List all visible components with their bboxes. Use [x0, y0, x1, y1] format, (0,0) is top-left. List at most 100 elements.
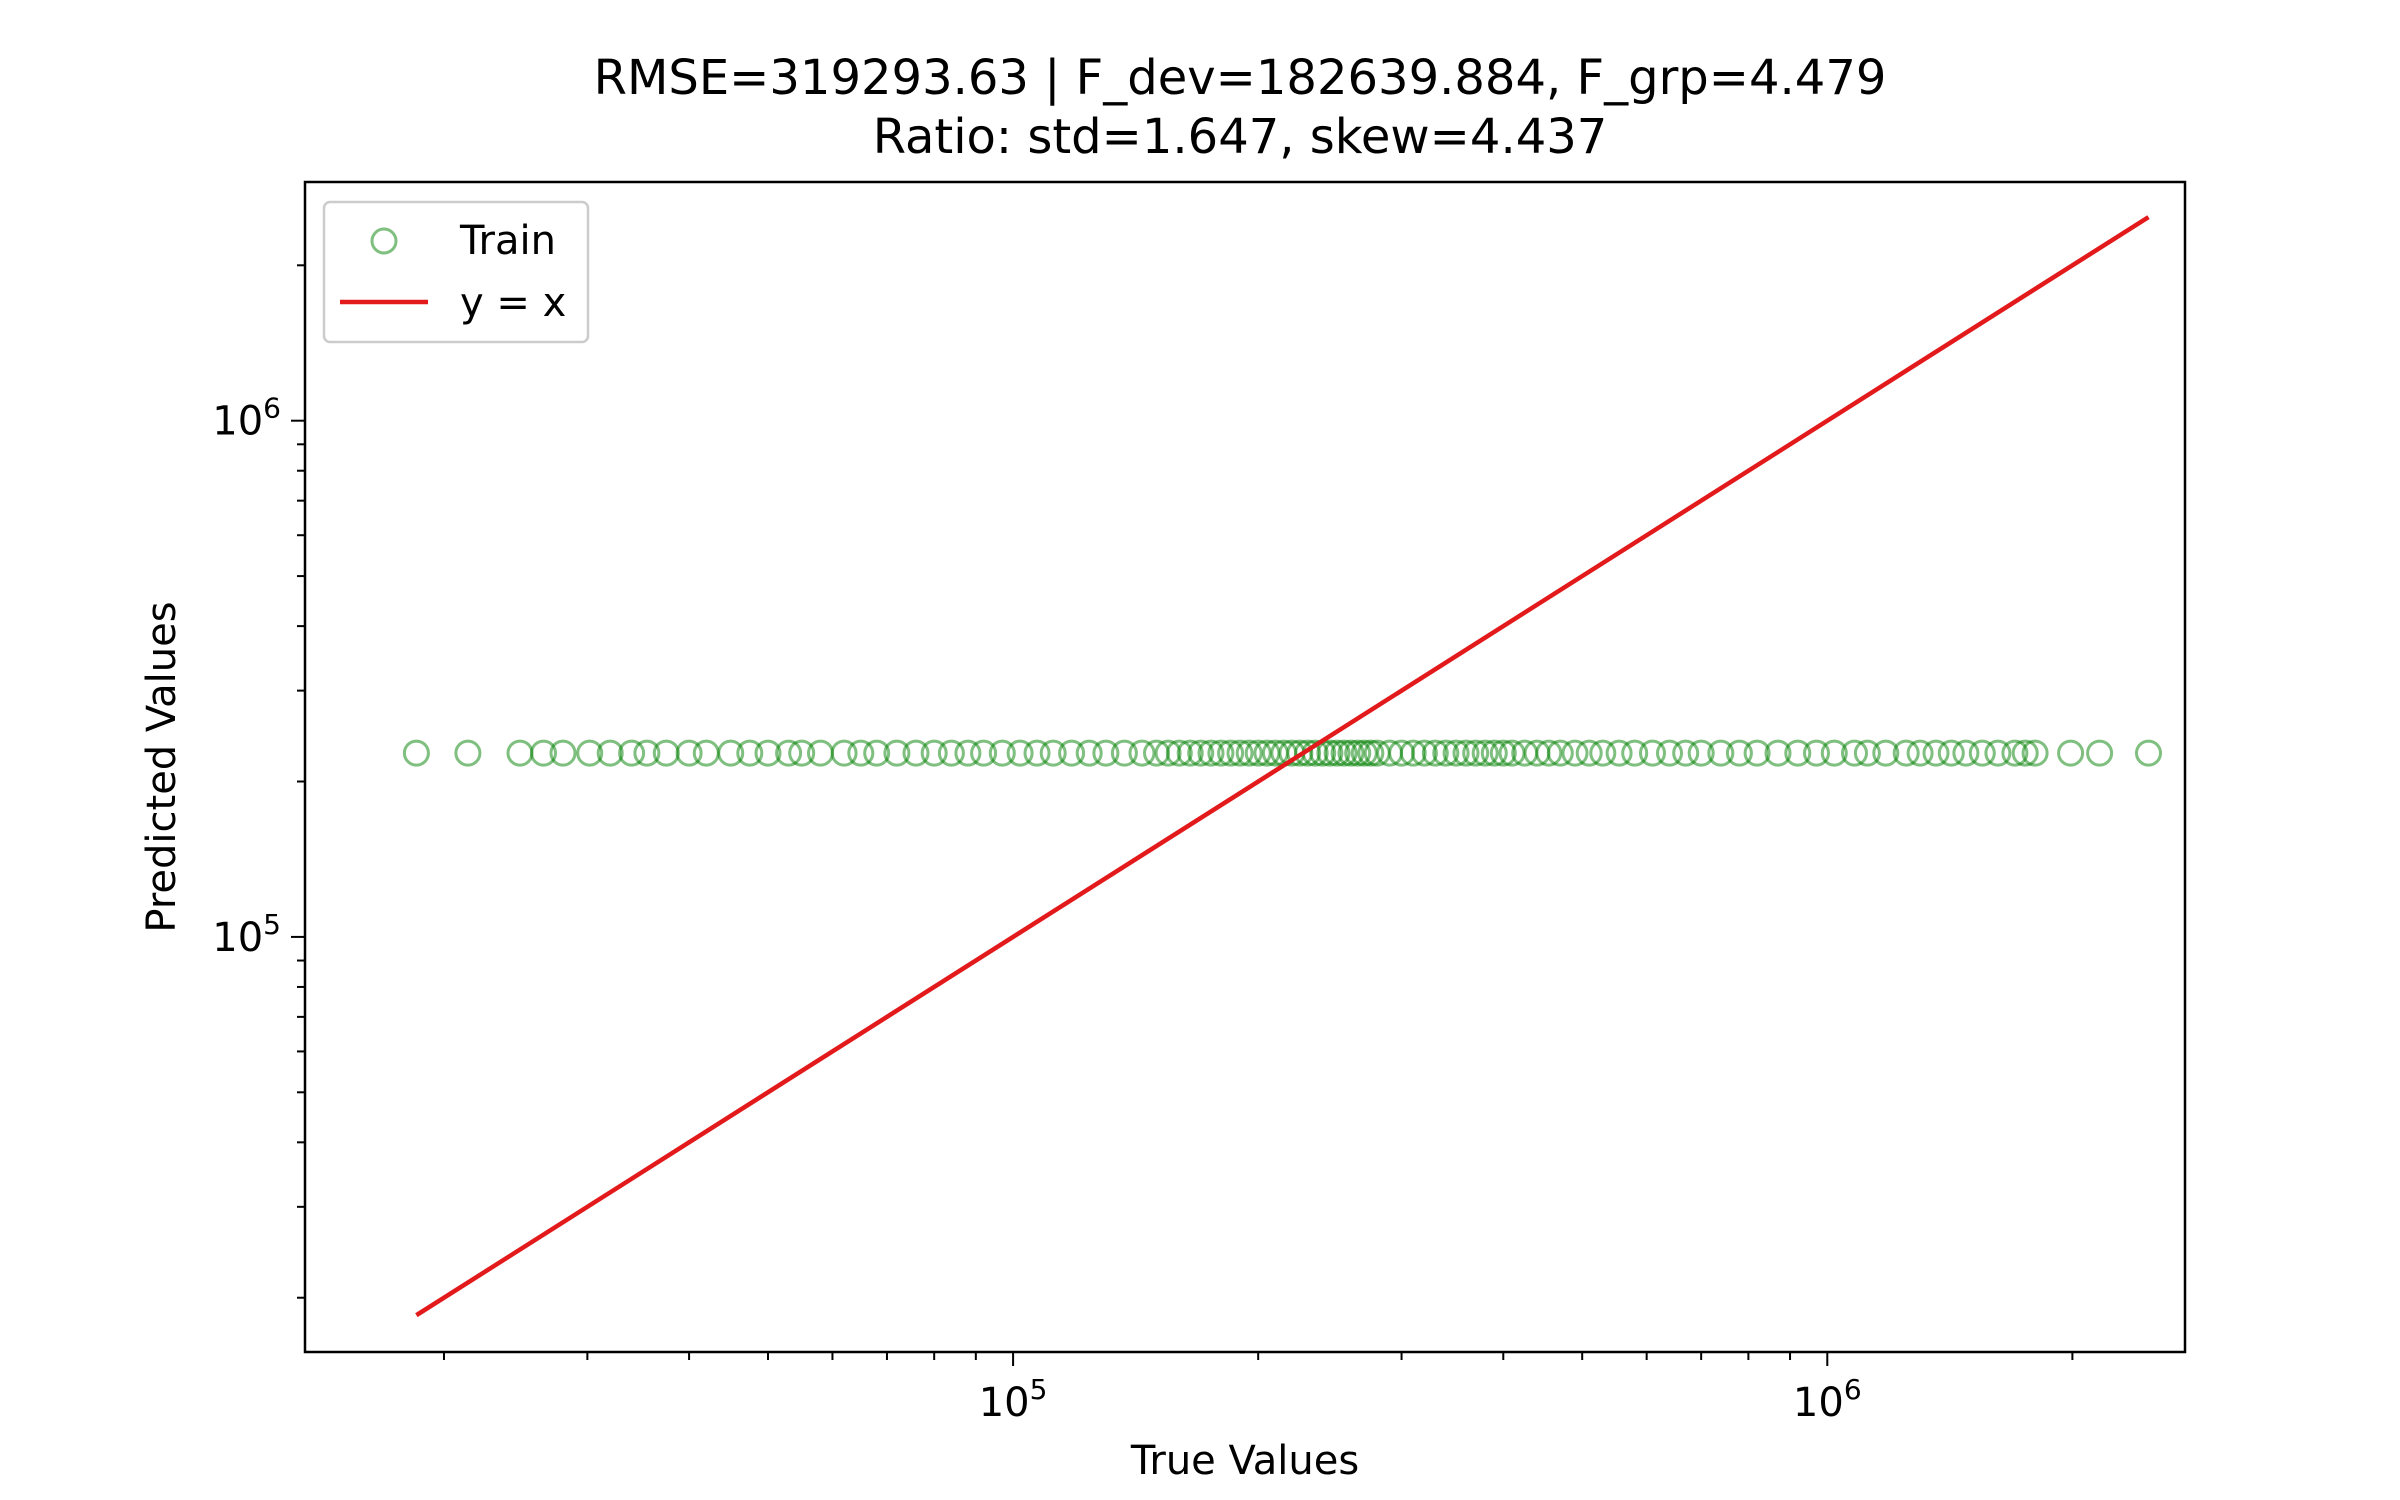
- data-point: [1421, 739, 1449, 767]
- data-point: [1820, 739, 1848, 767]
- data-point: [1344, 739, 1372, 767]
- x-tick-label: 105: [979, 1373, 1048, 1426]
- data-point: [1471, 739, 1499, 767]
- data-point: [920, 739, 948, 767]
- data-point: [1197, 739, 1225, 767]
- data-point: [1092, 739, 1120, 767]
- chart-title: RMSE=319293.63 | F_dev=182639.884, F_grp…: [594, 50, 1887, 106]
- data-point: [1546, 739, 1574, 767]
- data-point: [863, 739, 891, 767]
- data-point: [1128, 739, 1156, 767]
- data-point: [1337, 739, 1365, 767]
- data-point: [2057, 739, 2085, 767]
- data-point: [1226, 739, 1254, 767]
- data-point: [970, 739, 998, 767]
- data-point: [1410, 739, 1438, 767]
- x-axis-label: True Values: [1130, 1438, 1359, 1484]
- data-point: [1535, 739, 1563, 767]
- y-axis-label: Predicted Values: [139, 601, 185, 932]
- data-point: [1006, 739, 1034, 767]
- data-point: [954, 739, 982, 767]
- reference-line-group: [415, 215, 2150, 1318]
- data-point: [1039, 739, 1067, 767]
- plot-frame: [303, 180, 2187, 1354]
- data-point: [1452, 739, 1480, 767]
- data-point: [1725, 739, 1753, 767]
- data-point: [692, 739, 720, 767]
- data-point: [830, 739, 858, 767]
- legend-label-reference: y = x: [460, 280, 566, 326]
- data-point: [1462, 739, 1490, 767]
- data-point: [1621, 739, 1649, 767]
- data-point: [454, 739, 482, 767]
- data-point: [1187, 739, 1215, 767]
- train-points: [402, 739, 2162, 767]
- data-point: [1575, 739, 1603, 767]
- data-point: [1442, 739, 1470, 767]
- data-point: [1023, 739, 1051, 767]
- data-point: [506, 739, 534, 767]
- data-point: [2135, 739, 2162, 767]
- legend-marker-train: [370, 227, 398, 255]
- data-point: [2011, 739, 2039, 767]
- data-point: [902, 739, 930, 767]
- y-axis-ticks: 105 106: [212, 264, 305, 1299]
- data-point: [1058, 739, 1086, 767]
- data-point: [576, 739, 604, 767]
- data-point: [754, 739, 782, 767]
- data-point: [775, 739, 803, 767]
- data-point: [1357, 739, 1385, 767]
- data-point: [1323, 739, 1351, 767]
- data-point: [1952, 739, 1980, 767]
- data-point: [736, 739, 764, 767]
- data-point: [807, 739, 834, 767]
- data-point: [1207, 739, 1235, 767]
- data-point: [618, 739, 646, 767]
- data-point: [1656, 739, 1683, 767]
- data-point: [988, 739, 1016, 767]
- data-point: [2001, 739, 2029, 767]
- data-point: [1984, 739, 2012, 767]
- data-point: [1217, 739, 1245, 767]
- data-point: [717, 739, 745, 767]
- data-point: [1605, 739, 1633, 767]
- data-point: [633, 739, 661, 767]
- data-point: [1872, 739, 1900, 767]
- data-point: [1154, 739, 1182, 767]
- data-point: [1176, 739, 1204, 767]
- data-point: [675, 739, 703, 767]
- data-point: [596, 739, 624, 767]
- data-point: [1244, 739, 1272, 767]
- data-point: [1743, 739, 1771, 767]
- data-point: [1892, 739, 1920, 767]
- data-point: [788, 739, 816, 767]
- legend: Train y = x: [322, 200, 590, 344]
- data-point: [1803, 739, 1830, 767]
- data-point: [1330, 739, 1358, 767]
- y-tick-label: 106: [212, 392, 281, 445]
- data-point: [1841, 739, 1868, 767]
- data-point: [1480, 739, 1508, 767]
- y-tick-label: 105: [212, 908, 281, 961]
- data-point: [1165, 739, 1193, 767]
- data-point: [1235, 739, 1263, 767]
- data-point: [402, 739, 430, 767]
- data-point: [1906, 739, 1934, 767]
- reference-line: [415, 215, 2150, 1318]
- chart-subtitle: Ratio: std=1.647, skew=4.437: [873, 109, 1608, 165]
- data-point: [847, 739, 875, 767]
- data-point: [2021, 739, 2049, 767]
- data-point: [1639, 739, 1666, 767]
- data-point: [1853, 739, 1881, 767]
- legend-box: [322, 200, 590, 344]
- data-point: [1489, 739, 1517, 767]
- data-point: [1589, 739, 1617, 767]
- data-point: [1922, 739, 1950, 767]
- data-point: [1399, 739, 1427, 767]
- data-point: [1316, 739, 1344, 767]
- data-point: [1707, 739, 1735, 767]
- data-point: [1432, 739, 1460, 767]
- data-point: [549, 739, 577, 767]
- data-point: [1110, 739, 1138, 767]
